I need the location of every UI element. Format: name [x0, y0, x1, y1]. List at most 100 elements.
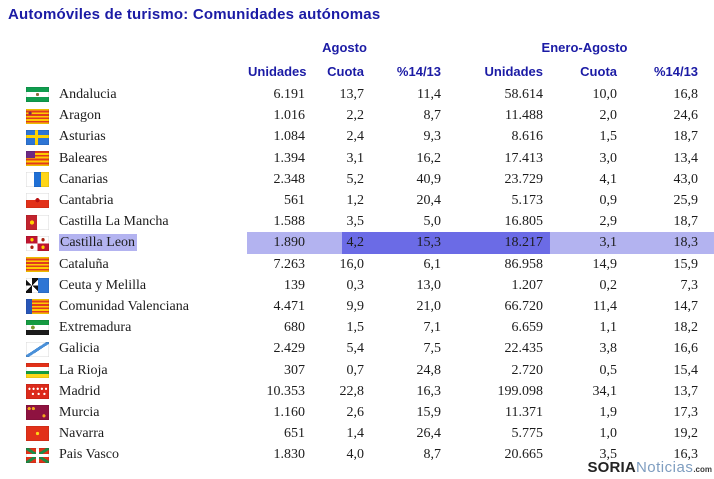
- logo-com-text: .com: [693, 465, 712, 474]
- cell-ea-pct: 13,7: [673, 383, 699, 399]
- table-row-baleares: Baleares 1.394 3,1 16,2 17.413 3,0 13,4: [0, 148, 714, 169]
- cell-ea-pct: 16,3: [673, 447, 699, 463]
- table-row-madrid: Madrid 10.353 22,8 16,3 199.098 34,1 13,…: [0, 381, 714, 402]
- cell-ago-unidades: 2.348: [273, 171, 306, 187]
- flag-la-rioja-icon: [26, 362, 49, 378]
- region-name: Castilla La Mancha: [59, 214, 169, 230]
- cell-ago-pct: 26,4: [416, 426, 442, 442]
- cell-ea-cuota: 3,8: [599, 341, 618, 357]
- cell-ago-unidades: 6.191: [273, 87, 306, 103]
- cell-ago-cuota: 22,8: [339, 383, 365, 399]
- cell-ago-unidades: 1.890: [273, 235, 306, 251]
- region-name: Navarra: [59, 426, 105, 442]
- cell-region: Extremadura: [0, 317, 248, 338]
- cell-ea-unidades: 11.488: [505, 108, 544, 124]
- cell-ago-cuota: 4,0: [346, 447, 365, 463]
- cell-ea-unidades: 23.729: [504, 171, 544, 187]
- cell-ago-pct: 13,0: [416, 277, 442, 293]
- cell-ea-cuota: 3,1: [599, 235, 618, 251]
- col-header-agosto-pct: %14/13: [396, 63, 442, 79]
- cell-region: Ceuta y Melilla: [0, 275, 248, 296]
- group-header-agosto: Agosto: [322, 39, 367, 55]
- cell-region: Castilla Leon: [0, 232, 248, 253]
- cell-ago-unidades: 1.084: [273, 129, 306, 145]
- table-row-extremadura: Extremadura 680 1,5 7,1 6.659 1,1 18,2: [0, 317, 714, 338]
- cell-ago-unidades: 10.353: [266, 383, 306, 399]
- cell-region: Baleares: [0, 148, 248, 169]
- col-header-agosto-cuota: Cuota: [327, 63, 364, 79]
- cell-ago-cuota: 0,3: [346, 277, 365, 293]
- cell-ago-unidades: 4.471: [273, 298, 306, 314]
- cell-ago-pct: 24,8: [416, 362, 442, 378]
- table-row-murcia: Murcia 1.160 2,6 15,9 11.371 1,9 17,3: [0, 402, 714, 423]
- cell-region: Asturias: [0, 126, 248, 147]
- table-row-andalucia: Andalucia 6.191 13,7 11,4 58.614 10,0 16…: [0, 84, 714, 105]
- region-name: Cataluña: [59, 256, 109, 272]
- flag-navarra-icon: [26, 426, 49, 442]
- cell-ea-cuota: 1,9: [599, 404, 618, 420]
- flag-castilla-leon-icon: [26, 235, 49, 251]
- cell-ago-pct: 11,4: [417, 87, 442, 103]
- cell-ea-pct: 18,3: [673, 235, 699, 251]
- cell-ago-cuota: 1,5: [346, 320, 365, 336]
- col-header-enero-cuota: Cuota: [580, 63, 618, 79]
- cell-region: Cataluña: [0, 254, 248, 275]
- cell-ea-unidades: 66.720: [504, 298, 544, 314]
- table-row-castilla-leon-highlighted: Castilla Leon 1.890 4,2 15,3 18.217 3,1 …: [0, 232, 714, 254]
- cell-ea-pct: 18,7: [673, 129, 699, 145]
- flag-galicia-icon: [26, 341, 49, 357]
- cell-ago-cuota: 5,4: [346, 341, 365, 357]
- region-name: Madrid: [59, 383, 101, 399]
- cell-ago-pct: 21,0: [416, 298, 442, 314]
- cell-ea-unidades: 6.659: [511, 320, 544, 336]
- cell-ago-unidades: 1.394: [273, 150, 306, 166]
- cell-ea-pct: 14,7: [673, 298, 699, 314]
- cell-ea-pct: 18,2: [673, 320, 699, 336]
- cell-ea-cuota: 1,5: [599, 129, 618, 145]
- cell-ago-cuota: 13,7: [339, 87, 365, 103]
- logo-soria-text: SORIA: [587, 459, 636, 476]
- cell-ea-cuota: 0,9: [599, 193, 618, 209]
- cell-ago-pct: 8,7: [423, 447, 442, 463]
- table-row-comunidad-valenciana: Comunidad Valenciana 4.471 9,9 21,0 66.7…: [0, 296, 714, 317]
- flag-murcia-icon: [26, 405, 49, 421]
- cell-ago-unidades: 680: [284, 320, 305, 336]
- region-name: Galicia: [59, 341, 100, 357]
- flag-ceuta-melilla-icon: [26, 278, 49, 294]
- cell-ago-unidades: 1.016: [273, 108, 306, 124]
- region-name: Extremadura: [59, 320, 132, 336]
- region-name: Ceuta y Melilla: [59, 277, 147, 293]
- cell-ago-unidades: 1.830: [273, 447, 306, 463]
- flag-cantabria-icon: [26, 193, 49, 209]
- cell-ea-cuota: 0,5: [599, 362, 618, 378]
- cell-ago-cuota: 0,7: [346, 362, 365, 378]
- soria-noticias-logo: SORIANoticias.com: [587, 459, 712, 477]
- cell-ago-pct: 5,0: [423, 214, 442, 230]
- cell-ago-unidades: 651: [284, 426, 305, 442]
- cell-ago-unidades: 2.429: [273, 341, 306, 357]
- cell-ea-unidades: 8.616: [511, 129, 544, 145]
- region-name: Pais Vasco: [59, 447, 120, 463]
- cell-ago-cuota: 16,0: [339, 256, 365, 272]
- table-row-ceuta-melilla: Ceuta y Melilla 139 0,3 13,0 1.207 0,2 7…: [0, 275, 714, 296]
- page-title: Automóviles de turismo: Comunidades autó…: [8, 6, 381, 23]
- cell-ea-unidades: 18.217: [504, 235, 544, 251]
- cell-ea-pct: 25,9: [673, 193, 699, 209]
- cell-ago-pct: 16,2: [416, 150, 442, 166]
- cell-ea-pct: 18,7: [673, 214, 699, 230]
- cell-ea-unidades: 199.098: [497, 383, 544, 399]
- cell-region: Cantabria: [0, 190, 248, 211]
- cell-ea-cuota: 14,9: [592, 256, 618, 272]
- cell-ago-cuota: 2,6: [346, 404, 365, 420]
- cell-ea-cuota: 10,0: [592, 87, 618, 103]
- cell-ea-pct: 15,4: [673, 362, 699, 378]
- cell-ago-unidades: 307: [284, 362, 305, 378]
- cell-ago-cuota: 2,2: [346, 108, 365, 124]
- table-subheader-row: Unidades Cuota %14/13 Unidades Cuota %14…: [0, 58, 714, 84]
- cell-ago-pct: 8,7: [423, 108, 442, 124]
- cell-ea-cuota: 3,0: [599, 150, 618, 166]
- region-name: La Rioja: [59, 362, 108, 378]
- cell-ea-cuota: 4,1: [599, 171, 618, 187]
- cell-region: Navarra: [0, 423, 248, 444]
- cell-region: Andalucia: [0, 84, 248, 105]
